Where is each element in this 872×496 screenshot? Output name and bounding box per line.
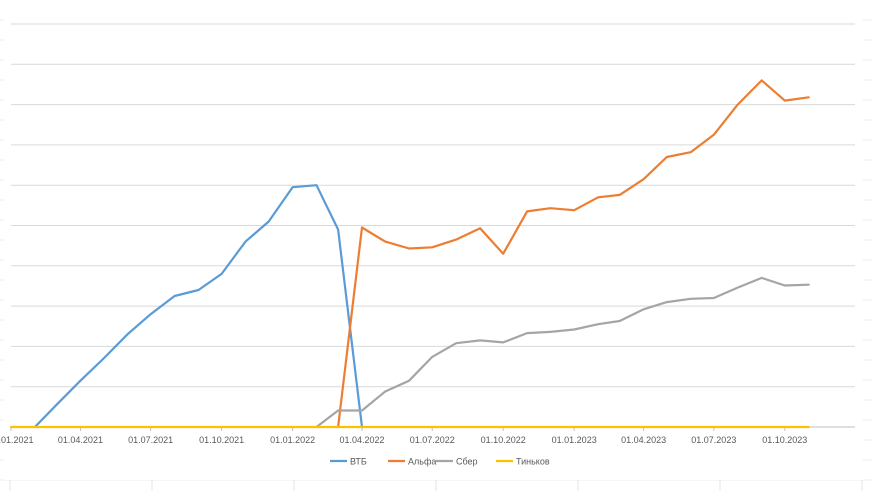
x-tick-label: 01.07.2022 — [410, 435, 455, 445]
legend-label: Сбер — [456, 457, 478, 467]
x-tick-label: 01.01.2022 — [270, 435, 315, 445]
x-tick-label: 01.07.2023 — [691, 435, 736, 445]
x-tick-label: 01.10.2023 — [762, 435, 807, 445]
x-tick-label: 01.04.2022 — [340, 435, 385, 445]
x-tick-label: 01.01.2021 — [0, 435, 34, 445]
legend-label: Альфа — [408, 457, 436, 467]
chart-area-fill — [4, 0, 863, 480]
x-tick-label: 01.04.2023 — [621, 435, 666, 445]
x-tick-label: 01.01.2023 — [552, 435, 597, 445]
legend-label: ВТБ — [350, 457, 367, 467]
x-tick-label: 01.10.2022 — [481, 435, 526, 445]
legend-label: Тиньков — [516, 457, 550, 467]
x-tick-label: 01.07.2021 — [128, 435, 173, 445]
x-tick-label: 01.04.2021 — [58, 435, 103, 445]
x-tick-label: 01.10.2021 — [199, 435, 244, 445]
